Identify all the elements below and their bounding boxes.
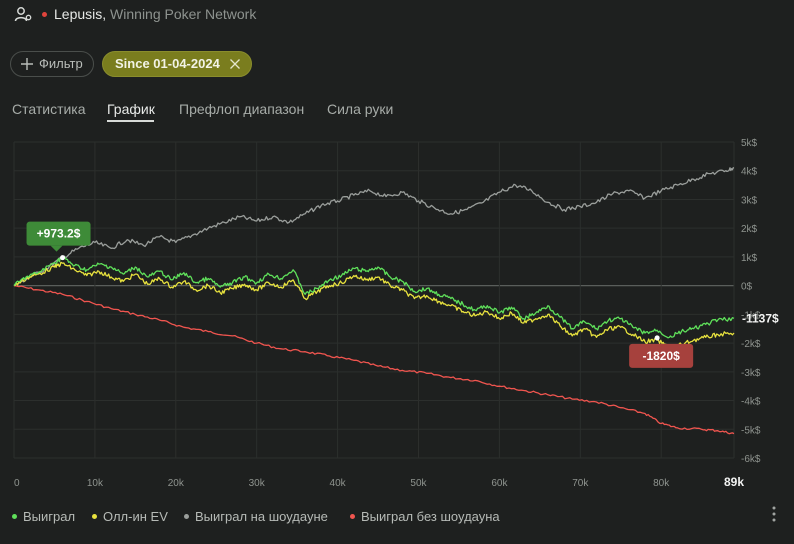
x-tick-label: 10k — [87, 478, 104, 489]
x-tick-label: 50k — [410, 478, 427, 489]
x-tick-label: 20k — [168, 478, 185, 489]
status-dot — [42, 12, 47, 17]
profit-chart[interactable]: 5k$ 4k$ 3k$ 2k$ 1k$ 0$ -1k$ -2k$ -3k$ -4k$ -5k$ -6k… — [0, 128, 794, 500]
active-tab-indicator — [107, 120, 154, 122]
annotation-point — [60, 255, 66, 261]
chart-grid — [13, 141, 735, 459]
legend-item-showdown[interactable]: Выиграл на шоудауне — [184, 509, 328, 525]
date-filter-chip[interactable]: Since 01-04-2024 — [102, 51, 252, 77]
series-line-non-showdown — [13, 284, 735, 435]
player-name[interactable]: Lepusis — [54, 6, 103, 22]
annotation-label: +973.2$ — [37, 227, 81, 241]
tab-statistics[interactable]: Статистика — [12, 101, 86, 117]
y-tick-label: -2k$ — [741, 339, 761, 350]
y-tick-label: -6k$ — [741, 454, 761, 465]
x-tick-label: 0 — [14, 478, 20, 489]
series-line-showdown — [13, 167, 735, 287]
close-icon[interactable] — [229, 58, 241, 70]
annotation-badge — [629, 343, 694, 368]
date-chip-label: Since 01-04-2024 — [115, 56, 220, 71]
chart-series — [13, 167, 735, 435]
y-tick-label: 3k$ — [741, 195, 758, 206]
series-end-label: -1137$ — [742, 311, 779, 325]
y-axis-labels: 5k$ 4k$ 3k$ 2k$ 1k$ 0$ -1k$ -2k$ -3k$ -4k$ -5k$ -6k… — [741, 138, 761, 465]
y-tick-label: 1k$ — [741, 253, 758, 264]
x-tick-label: 70k — [572, 478, 589, 489]
y-tick-label: 4k$ — [741, 167, 758, 178]
chart-legend: Выиграл Олл-ин EV Выиграл на шоудауне Вы… — [0, 504, 794, 530]
annotation-badge — [26, 221, 91, 246]
tab-graph[interactable]: График — [107, 101, 155, 117]
y-tick-label: -3k$ — [741, 368, 761, 379]
y-tick-label: 0$ — [741, 282, 753, 293]
legend-dot-non-showdown — [350, 514, 355, 520]
legend-label-won: Выиграл — [23, 509, 76, 524]
x-tick-label: 60k — [491, 478, 508, 489]
kebab-menu-icon[interactable] — [770, 505, 778, 523]
series-line-allin-ev — [13, 261, 735, 350]
legend-item-non-showdown[interactable]: Выиграл без шоудауна — [350, 509, 500, 525]
legend-dot-won — [12, 514, 17, 520]
x-tick-label: 40k — [330, 478, 347, 489]
plus-icon — [21, 58, 33, 70]
y-tick-label: -1k$ — [741, 310, 761, 321]
legend-item-allin-ev[interactable]: Олл-ин EV — [92, 509, 168, 525]
legend-label-allin-ev: Олл-ин EV — [103, 509, 168, 524]
legend-dot-showdown — [184, 514, 189, 520]
x-axis-labels: 0 10k 20k 30k 40k 50k 60k 70k 80k 89k — [14, 475, 744, 489]
y-tick-label: -5k$ — [741, 425, 761, 436]
network-name: Winning Poker Network — [110, 6, 257, 22]
tab-hand-strength[interactable]: Сила руки — [327, 101, 394, 117]
user-settings-icon[interactable] — [14, 6, 32, 22]
player-title: Lepusis, Winning Poker Network — [54, 5, 256, 23]
legend-label-non-showdown: Выиграл без шоудауна — [361, 509, 500, 524]
filter-label: Фильтр — [39, 56, 83, 71]
series-line-won — [13, 256, 735, 339]
x-tick-label: 80k — [653, 478, 670, 489]
tab-preflop-range[interactable]: Префлоп диапазон — [179, 101, 305, 117]
annotation-pointer — [50, 245, 63, 252]
tabs: Статистика График Префлоп диапазон Сила … — [0, 98, 794, 124]
legend-item-won[interactable]: Выиграл — [12, 509, 75, 525]
y-tick-label: -4k$ — [741, 397, 761, 408]
title-separator: , — [102, 6, 107, 22]
annotation-label: -1820$ — [642, 349, 680, 363]
legend-label-showdown: Выиграл на шоудауне — [195, 509, 328, 524]
x-tick-label: 30k — [249, 478, 266, 489]
x-end-label: 89k — [724, 475, 744, 489]
header: Lepusis, Winning Poker Network — [0, 0, 794, 30]
chart-annotations: +973.2$ -1820$ -1137$ — [26, 221, 779, 368]
filter-button[interactable]: Фильтр — [10, 51, 94, 77]
y-tick-label: 2k$ — [741, 224, 758, 235]
legend-dot-allin-ev — [92, 514, 97, 520]
annotation-point — [654, 335, 660, 341]
y-tick-label: 5k$ — [741, 138, 758, 149]
